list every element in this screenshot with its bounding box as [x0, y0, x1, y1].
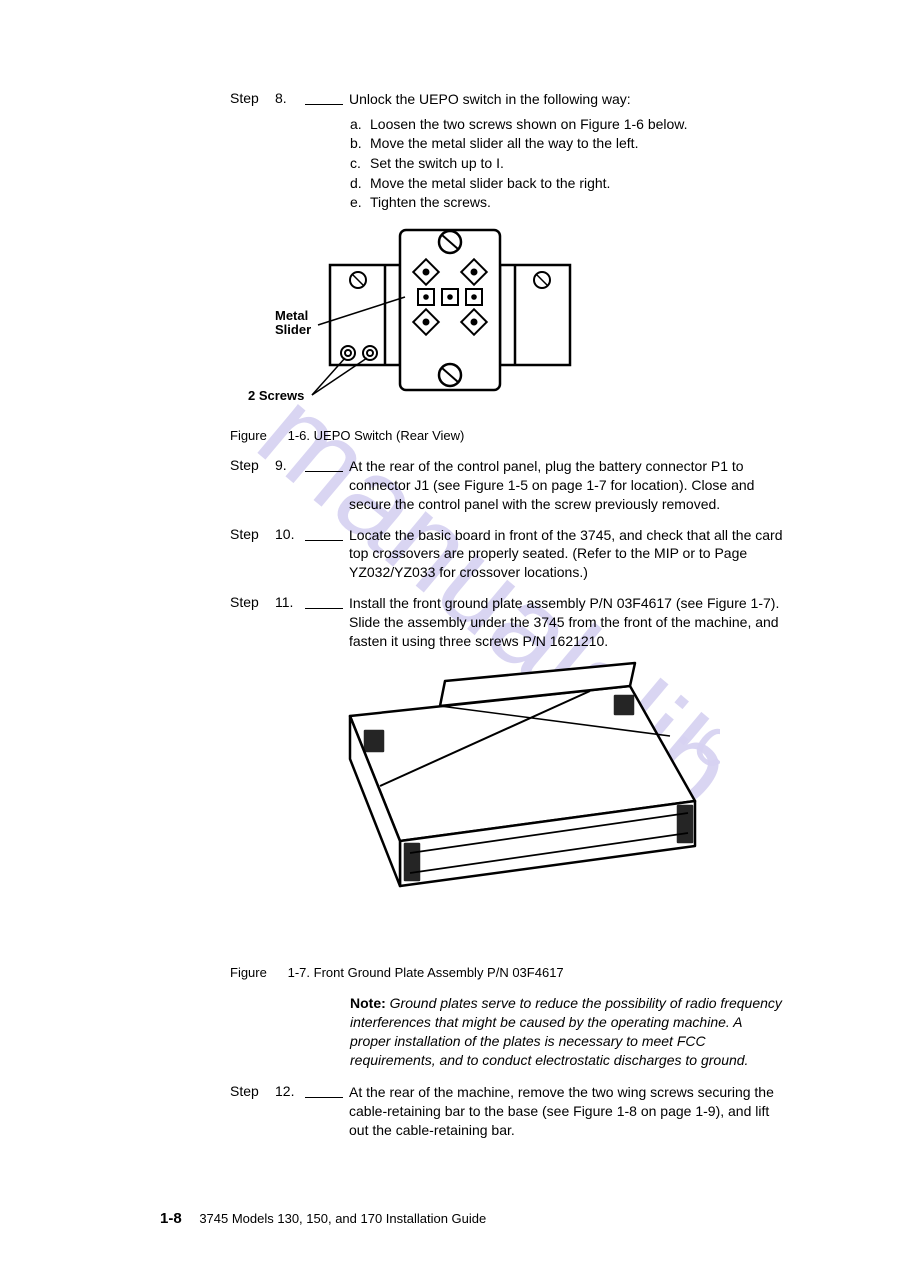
substep: a.Loosen the two screws shown on Figure … [350, 115, 783, 135]
substep: d.Move the metal slider back to the righ… [350, 174, 783, 194]
label-2screws: 2 Screws [248, 388, 304, 403]
step-11: Step 11. Install the front ground plate … [70, 594, 853, 651]
step-9: Step 9. At the rear of the control panel… [70, 457, 853, 514]
step-text: Unlock the UEPO switch in the following … [349, 90, 853, 109]
label-slider: Slider [275, 322, 311, 337]
substep: b.Move the metal slider all the way to t… [350, 134, 783, 154]
page-footer: 1-8 3745 Models 130, 150, and 170 Instal… [70, 1210, 853, 1227]
checkoff-blank [305, 526, 343, 541]
substep: c.Set the switch up to I. [350, 154, 783, 174]
step-text: At the rear of the control panel, plug t… [349, 457, 853, 514]
checkoff-blank [305, 457, 343, 472]
label-metal: Metal [275, 308, 308, 323]
checkoff-blank [305, 594, 343, 609]
figure-1-6-diagram: Metal Slider 2 Screws [230, 225, 853, 420]
step-10: Step 10. Locate the basic board in front… [70, 526, 853, 583]
step-12: Step 12. At the rear of the machine, rem… [70, 1083, 853, 1140]
checkoff-blank [305, 90, 343, 105]
figure-1-6-caption: Figure 1-6. UEPO Switch (Rear View) [230, 428, 853, 443]
step-label: Step [70, 90, 275, 109]
page-content: Step 8. Unlock the UEPO switch in the fo… [70, 90, 853, 1140]
figure-1-7-caption: Figure 1-7. Front Ground Plate Assembly … [230, 965, 853, 980]
substep: e.Tighten the screws. [350, 193, 783, 213]
step-text: Locate the basic board in front of the 3… [349, 526, 853, 583]
page-number: 1-8 [160, 1210, 182, 1227]
step-text: At the rear of the machine, remove the t… [349, 1083, 853, 1140]
step-number: 8. [275, 90, 305, 109]
note-block: Note: Ground plates serve to reduce the … [350, 994, 853, 1070]
figure-1-7-diagram [240, 661, 853, 951]
step-8-substeps: a.Loosen the two screws shown on Figure … [350, 115, 853, 213]
footer-title: 3745 Models 130, 150, and 170 Installati… [199, 1211, 486, 1226]
step-text: Install the front ground plate assembly … [349, 594, 853, 651]
step-8: Step 8. Unlock the UEPO switch in the fo… [70, 90, 853, 109]
checkoff-blank [305, 1083, 343, 1098]
